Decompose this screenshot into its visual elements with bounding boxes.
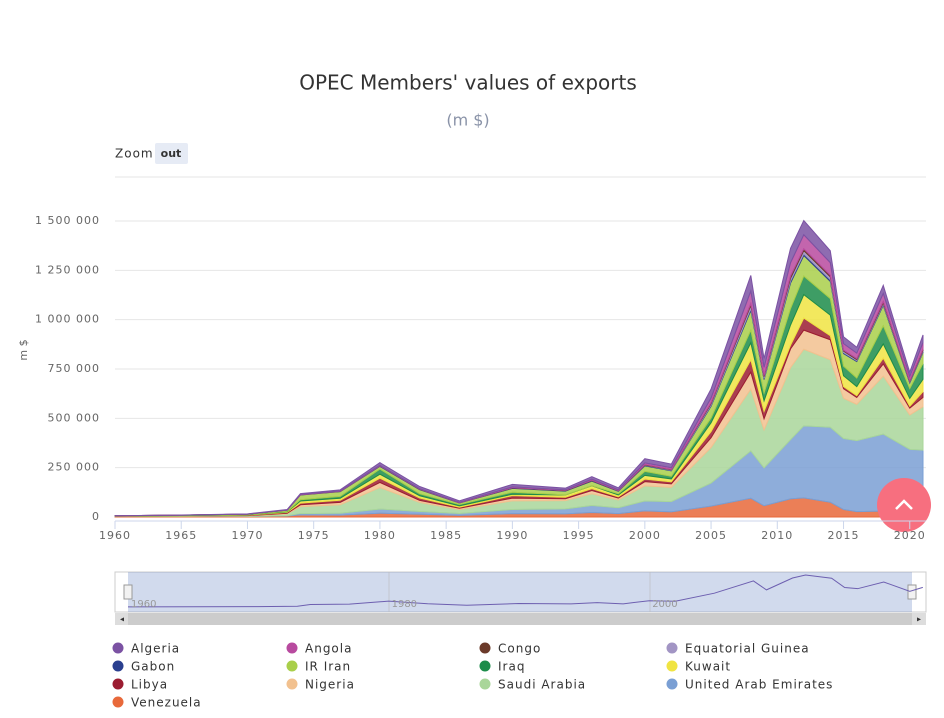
- legend-label: IR Iran: [305, 660, 351, 674]
- x-tick-label: 1985: [430, 529, 462, 542]
- legend-label: United Arab Emirates: [685, 678, 833, 692]
- zoom-label: Zoom: [115, 147, 154, 161]
- scroll-left[interactable]: ◂: [120, 615, 124, 624]
- legend-marker: [479, 660, 491, 672]
- scroll-top-button[interactable]: [877, 478, 931, 532]
- x-tick-label: 2020: [894, 529, 926, 542]
- zoom-out-button[interactable]: [155, 143, 188, 164]
- scroll-top-icon[interactable]: [895, 499, 913, 510]
- navigator-line: [127, 574, 923, 608]
- y-tick-label: 250 000: [48, 461, 101, 474]
- x-tick-label: 2005: [695, 529, 727, 542]
- area-series: [114, 219, 924, 517]
- navigator-handle[interactable]: [907, 584, 917, 600]
- y-tick-label: 500 000: [48, 411, 101, 424]
- legend-marker: [286, 642, 298, 654]
- scroll-right[interactable]: ▸: [917, 615, 921, 624]
- legend-label: Iraq: [498, 660, 525, 674]
- y-tick-label: 1 000 000: [35, 313, 100, 326]
- scrollbar-thumb[interactable]: [128, 613, 912, 625]
- legend-marker: [112, 660, 124, 672]
- legend-marker: [286, 678, 298, 690]
- legend-marker: [112, 696, 124, 708]
- x-tick-label: 1995: [563, 529, 595, 542]
- legend-label: Libya: [131, 678, 168, 692]
- legend-marker: [479, 678, 491, 690]
- x-tick-label: 1960: [99, 529, 131, 542]
- legend-label: Gabon: [131, 660, 175, 674]
- navigator-label: 2000: [652, 599, 677, 610]
- navigator-label: 1980: [392, 599, 417, 610]
- legend-label: Nigeria: [305, 678, 355, 692]
- chart-title: OPEC Members' values of exports: [299, 71, 637, 95]
- x-tick-label: 1980: [364, 529, 396, 542]
- legend-label: Saudi Arabia: [498, 678, 586, 692]
- chart-subtitle: (m $): [446, 111, 489, 130]
- legend-marker: [286, 660, 298, 672]
- navigator-mask: [128, 572, 912, 612]
- legend-marker: [479, 642, 491, 654]
- y-tick-label: 1 250 000: [35, 263, 100, 276]
- y-axis-label: m $: [17, 339, 30, 360]
- navigator-handle[interactable]: [123, 584, 133, 600]
- x-tick-label: 2000: [629, 529, 661, 542]
- legend-marker: [666, 678, 678, 690]
- x-tick-label: 2010: [761, 529, 793, 542]
- x-tick-label: 2015: [828, 529, 860, 542]
- legend-marker: [112, 678, 124, 690]
- legend-label: Kuwait: [685, 660, 731, 674]
- legend-label: Algeria: [131, 642, 180, 656]
- legend-marker: [666, 642, 678, 654]
- y-tick-label: 0: [92, 510, 100, 523]
- y-tick-label: 750 000: [48, 362, 101, 375]
- legend-label: Angola: [305, 642, 352, 656]
- legend-label: Venezuela: [131, 696, 202, 710]
- navigator-label: 1960: [131, 599, 156, 610]
- zoom-out-text[interactable]: out: [161, 147, 182, 160]
- legend-marker: [666, 660, 678, 672]
- legend-label: Equatorial Guinea: [685, 642, 810, 656]
- y-tick-label: 1 500 000: [35, 214, 100, 227]
- legend-marker: [112, 642, 124, 654]
- x-tick-label: 1970: [231, 529, 263, 542]
- x-tick-label: 1965: [165, 529, 197, 542]
- legend-label: Congo: [498, 642, 541, 656]
- x-tick-label: 1990: [496, 529, 528, 542]
- x-tick-label: 1975: [298, 529, 330, 542]
